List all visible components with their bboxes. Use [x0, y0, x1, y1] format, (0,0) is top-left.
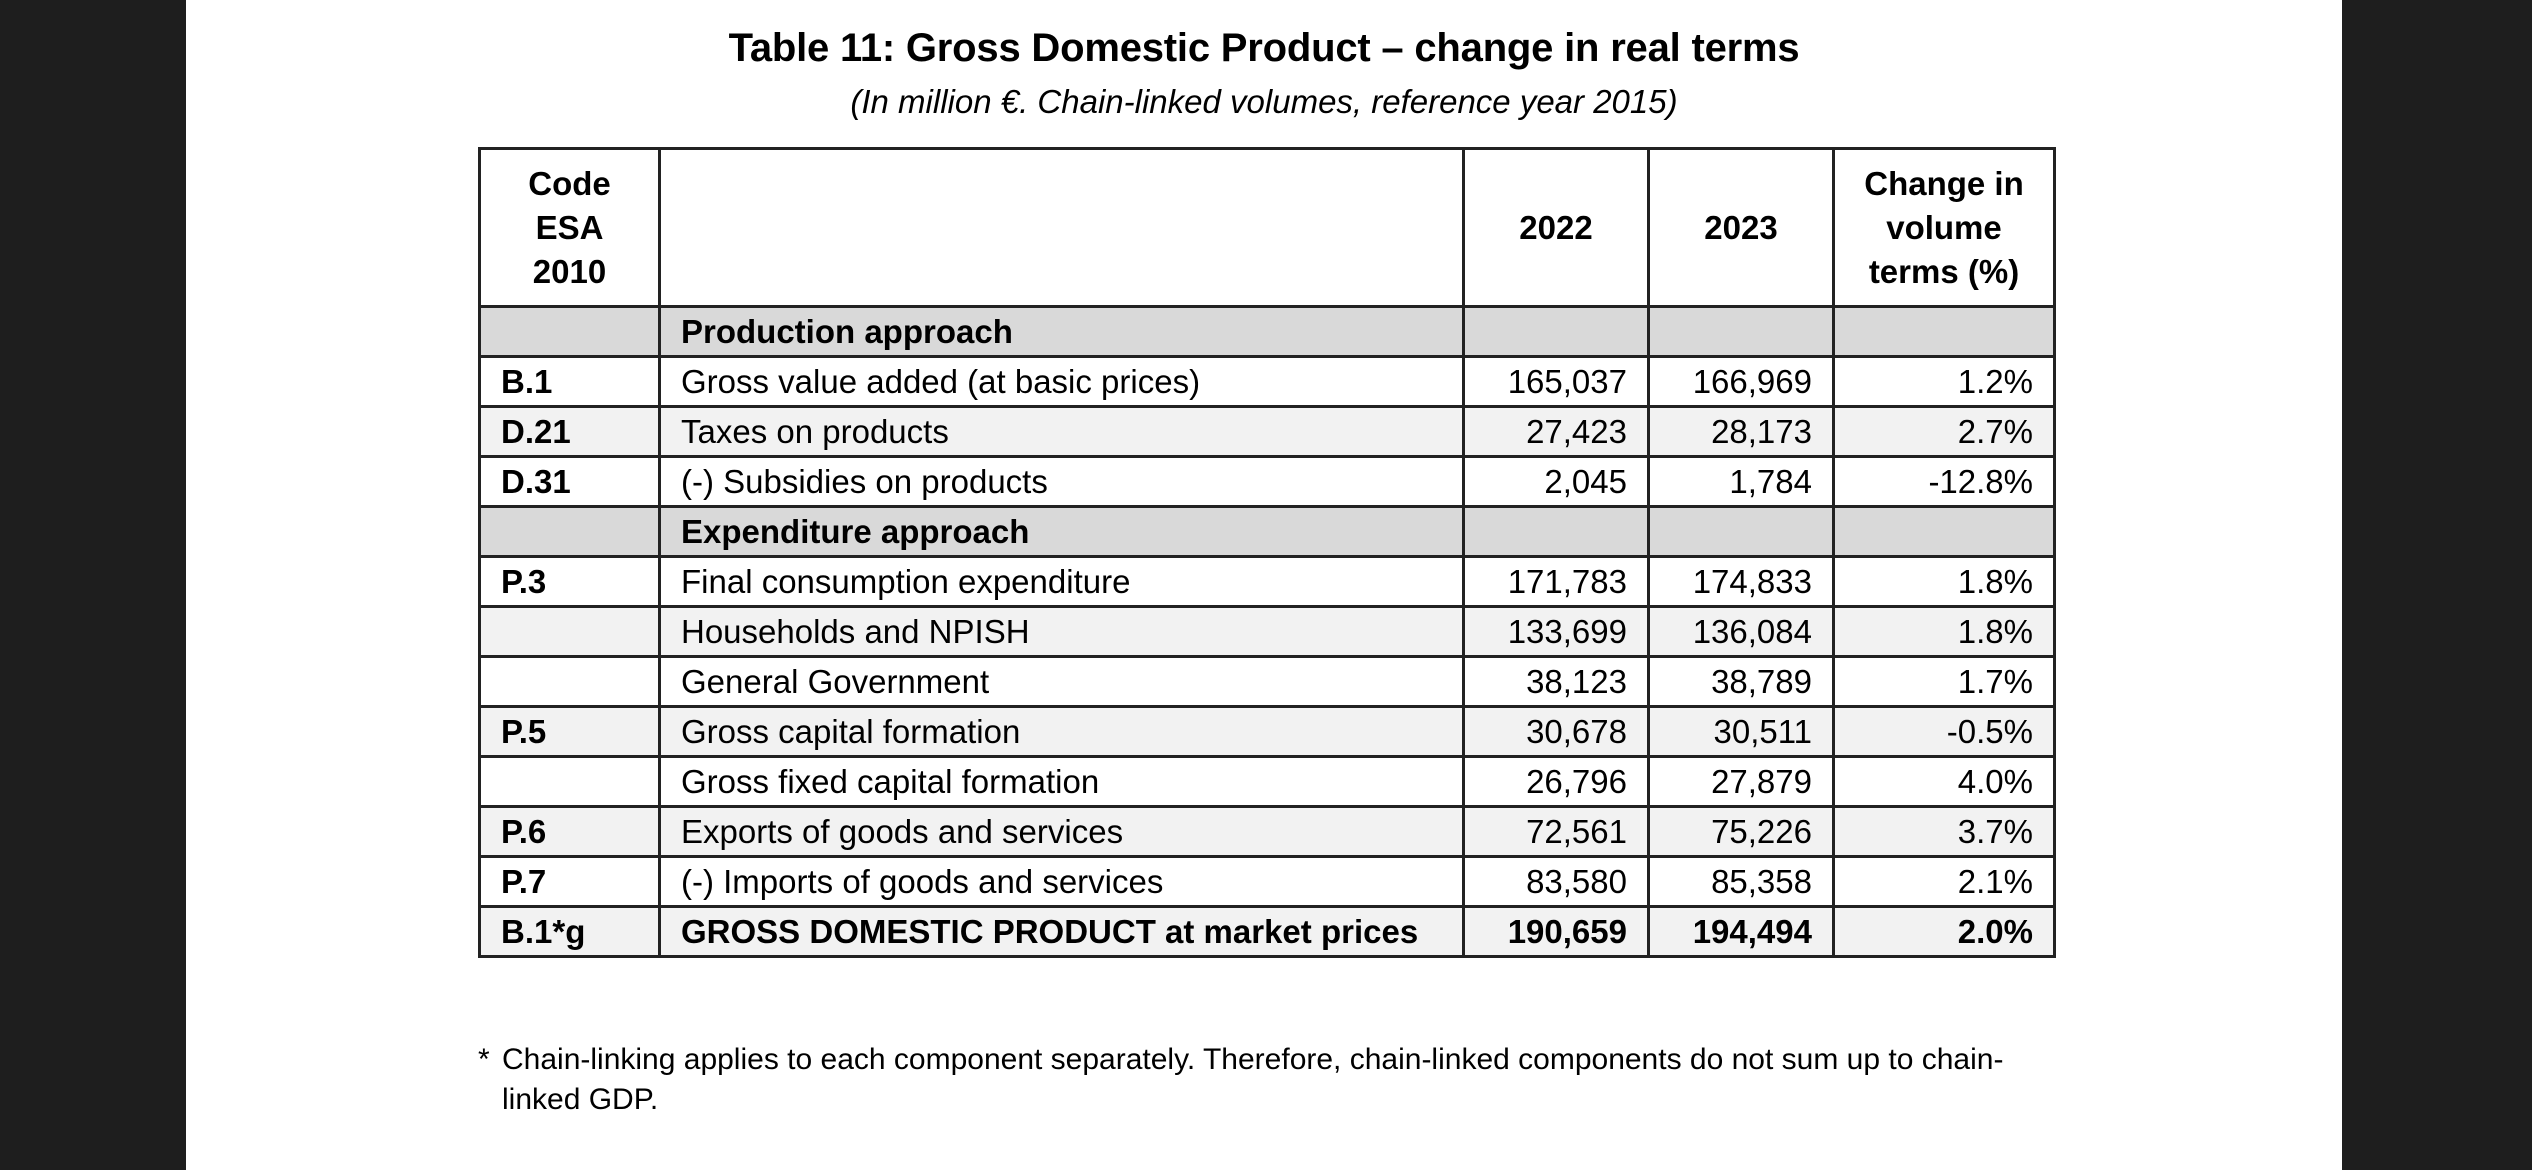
footnote: * Chain-linking applies to each componen… [478, 1040, 2038, 1120]
cell-code [478, 655, 661, 708]
cell-change: 2.0% [1832, 905, 2056, 958]
table-row: P.5 Gross capital formation 30,678 30,511 -0… [478, 705, 2056, 758]
cell-2023: 75,226 [1647, 805, 1835, 858]
cell-2022: 26,796 [1462, 755, 1650, 808]
cell-code [478, 505, 661, 558]
cell-description: Expenditure approach [658, 505, 1465, 558]
cell-code [478, 305, 661, 358]
header-change-label: Change in volume terms (%) [1864, 164, 2024, 290]
cell-description: Taxes on products [658, 405, 1465, 458]
cell-change [1832, 305, 2056, 358]
cell-2022: 72,561 [1462, 805, 1650, 858]
header-code: Code ESA 2010 [478, 147, 661, 308]
cell-description: (-) Imports of goods and services [658, 855, 1465, 908]
cell-description: Gross capital formation [658, 705, 1465, 758]
cell-description: Gross fixed capital formation [658, 755, 1465, 808]
header-description [658, 147, 1465, 308]
cell-change: 2.7% [1832, 405, 2056, 458]
header-2022: 2022 [1462, 147, 1650, 308]
cell-change: 1.8% [1832, 605, 2056, 658]
cell-2023 [1647, 305, 1835, 358]
cell-2022: 83,580 [1462, 855, 1650, 908]
cell-2023: 27,879 [1647, 755, 1835, 808]
cell-description: Households and NPISH [658, 605, 1465, 658]
cell-2022 [1462, 305, 1650, 358]
cell-2023: 38,789 [1647, 655, 1835, 708]
cell-description: Gross value added (at basic prices) [658, 355, 1465, 408]
cell-2022: 38,123 [1462, 655, 1650, 708]
cell-2022: 190,659 [1462, 905, 1650, 958]
cell-2023: 1,784 [1647, 455, 1835, 508]
cell-2023: 136,084 [1647, 605, 1835, 658]
cell-code: P.5 [478, 705, 661, 758]
cell-description: Production approach [658, 305, 1465, 358]
cell-change: 3.7% [1832, 805, 2056, 858]
table-row: Gross fixed capital formation 26,796 27,87… [478, 755, 2056, 808]
cell-code [478, 605, 661, 658]
cell-2022: 30,678 [1462, 705, 1650, 758]
cell-change: -0.5% [1832, 705, 2056, 758]
table-row: Households and NPISH 133,699 136,084 1.8% [478, 605, 2056, 658]
cell-code: P.7 [478, 855, 661, 908]
cell-2022: 133,699 [1462, 605, 1650, 658]
table-row: D.31 (-) Subsidies on products 2,045 1,784-… [478, 455, 2056, 508]
cell-code [478, 755, 661, 808]
cell-code: D.31 [478, 455, 661, 508]
cell-code: B.1*g [478, 905, 661, 958]
cell-2022: 171,783 [1462, 555, 1650, 608]
cell-2023: 174,833 [1647, 555, 1835, 608]
cell-description: Final consumption expenditure [658, 555, 1465, 608]
cell-code: P.6 [478, 805, 661, 858]
cell-2023: 30,511 [1647, 705, 1835, 758]
cell-change: 4.0% [1832, 755, 2056, 808]
cell-2022: 2,045 [1462, 455, 1650, 508]
table-row: P.6 Exports of goods and services 72,561 75… [478, 805, 2056, 858]
cell-2023: 166,969 [1647, 355, 1835, 408]
table-row: P.7 (-) Imports of goods and services 83,5… [478, 855, 2056, 908]
cell-code: D.21 [478, 405, 661, 458]
cell-change: 1.8% [1832, 555, 2056, 608]
cell-description: GROSS DOMESTIC PRODUCT at market prices [658, 905, 1465, 958]
header-code-label: Code ESA 2010 [528, 164, 611, 290]
cell-code: P.3 [478, 555, 661, 608]
footnote-marker: * [478, 1043, 490, 1076]
cell-2022 [1462, 505, 1650, 558]
cell-code: B.1 [478, 355, 661, 408]
cell-description: Exports of goods and services [658, 805, 1465, 858]
table-row: P.3 Final consumption expenditure 171,783 1… [478, 555, 2056, 608]
footnote-text: Chain-linking applies to each component … [502, 1043, 2004, 1116]
cell-2023: 85,358 [1647, 855, 1835, 908]
document-page: Table 11: Gross Domestic Product – chang… [186, 0, 2342, 1170]
table-row: B.1 Gross value added (at basic prices) 16… [478, 355, 2056, 408]
cell-change: -12.8% [1832, 455, 2056, 508]
table-body: Production approach B.1 Gross value added … [478, 305, 2056, 958]
cell-2023 [1647, 505, 1835, 558]
cell-change: 2.1% [1832, 855, 2056, 908]
header-change: Change in volume terms (%) [1832, 147, 2056, 308]
table-title: Table 11: Gross Domestic Product – chang… [728, 26, 1800, 70]
cell-description: General Government [658, 655, 1465, 708]
table-row: General Government 38,123 38,789 1.7% [478, 655, 2056, 708]
total-row: B.1*g GROSS DOMESTIC PRODUCT at market pr… [478, 905, 2056, 958]
cell-2022: 27,423 [1462, 405, 1650, 458]
gdp-table: Code ESA 2010 2022 2023 Change in volume te… [478, 147, 2056, 958]
section-row: Expenditure approach [478, 505, 2056, 558]
table-header-row: Code ESA 2010 2022 2023 Change in volume te… [478, 147, 2056, 308]
table-row: D.21 Taxes on products 27,423 28,173 2.7% [478, 405, 2056, 458]
header-2023: 2023 [1647, 147, 1835, 308]
cell-2022: 165,037 [1462, 355, 1650, 408]
cell-description: (-) Subsidies on products [658, 455, 1465, 508]
table-subtitle: (In million €. Chain-linked volumes, ref… [850, 83, 1678, 120]
cell-2023: 194,494 [1647, 905, 1835, 958]
cell-change: 1.2% [1832, 355, 2056, 408]
cell-change [1832, 505, 2056, 558]
section-row: Production approach [478, 305, 2056, 358]
cell-change: 1.7% [1832, 655, 2056, 708]
cell-2023: 28,173 [1647, 405, 1835, 458]
